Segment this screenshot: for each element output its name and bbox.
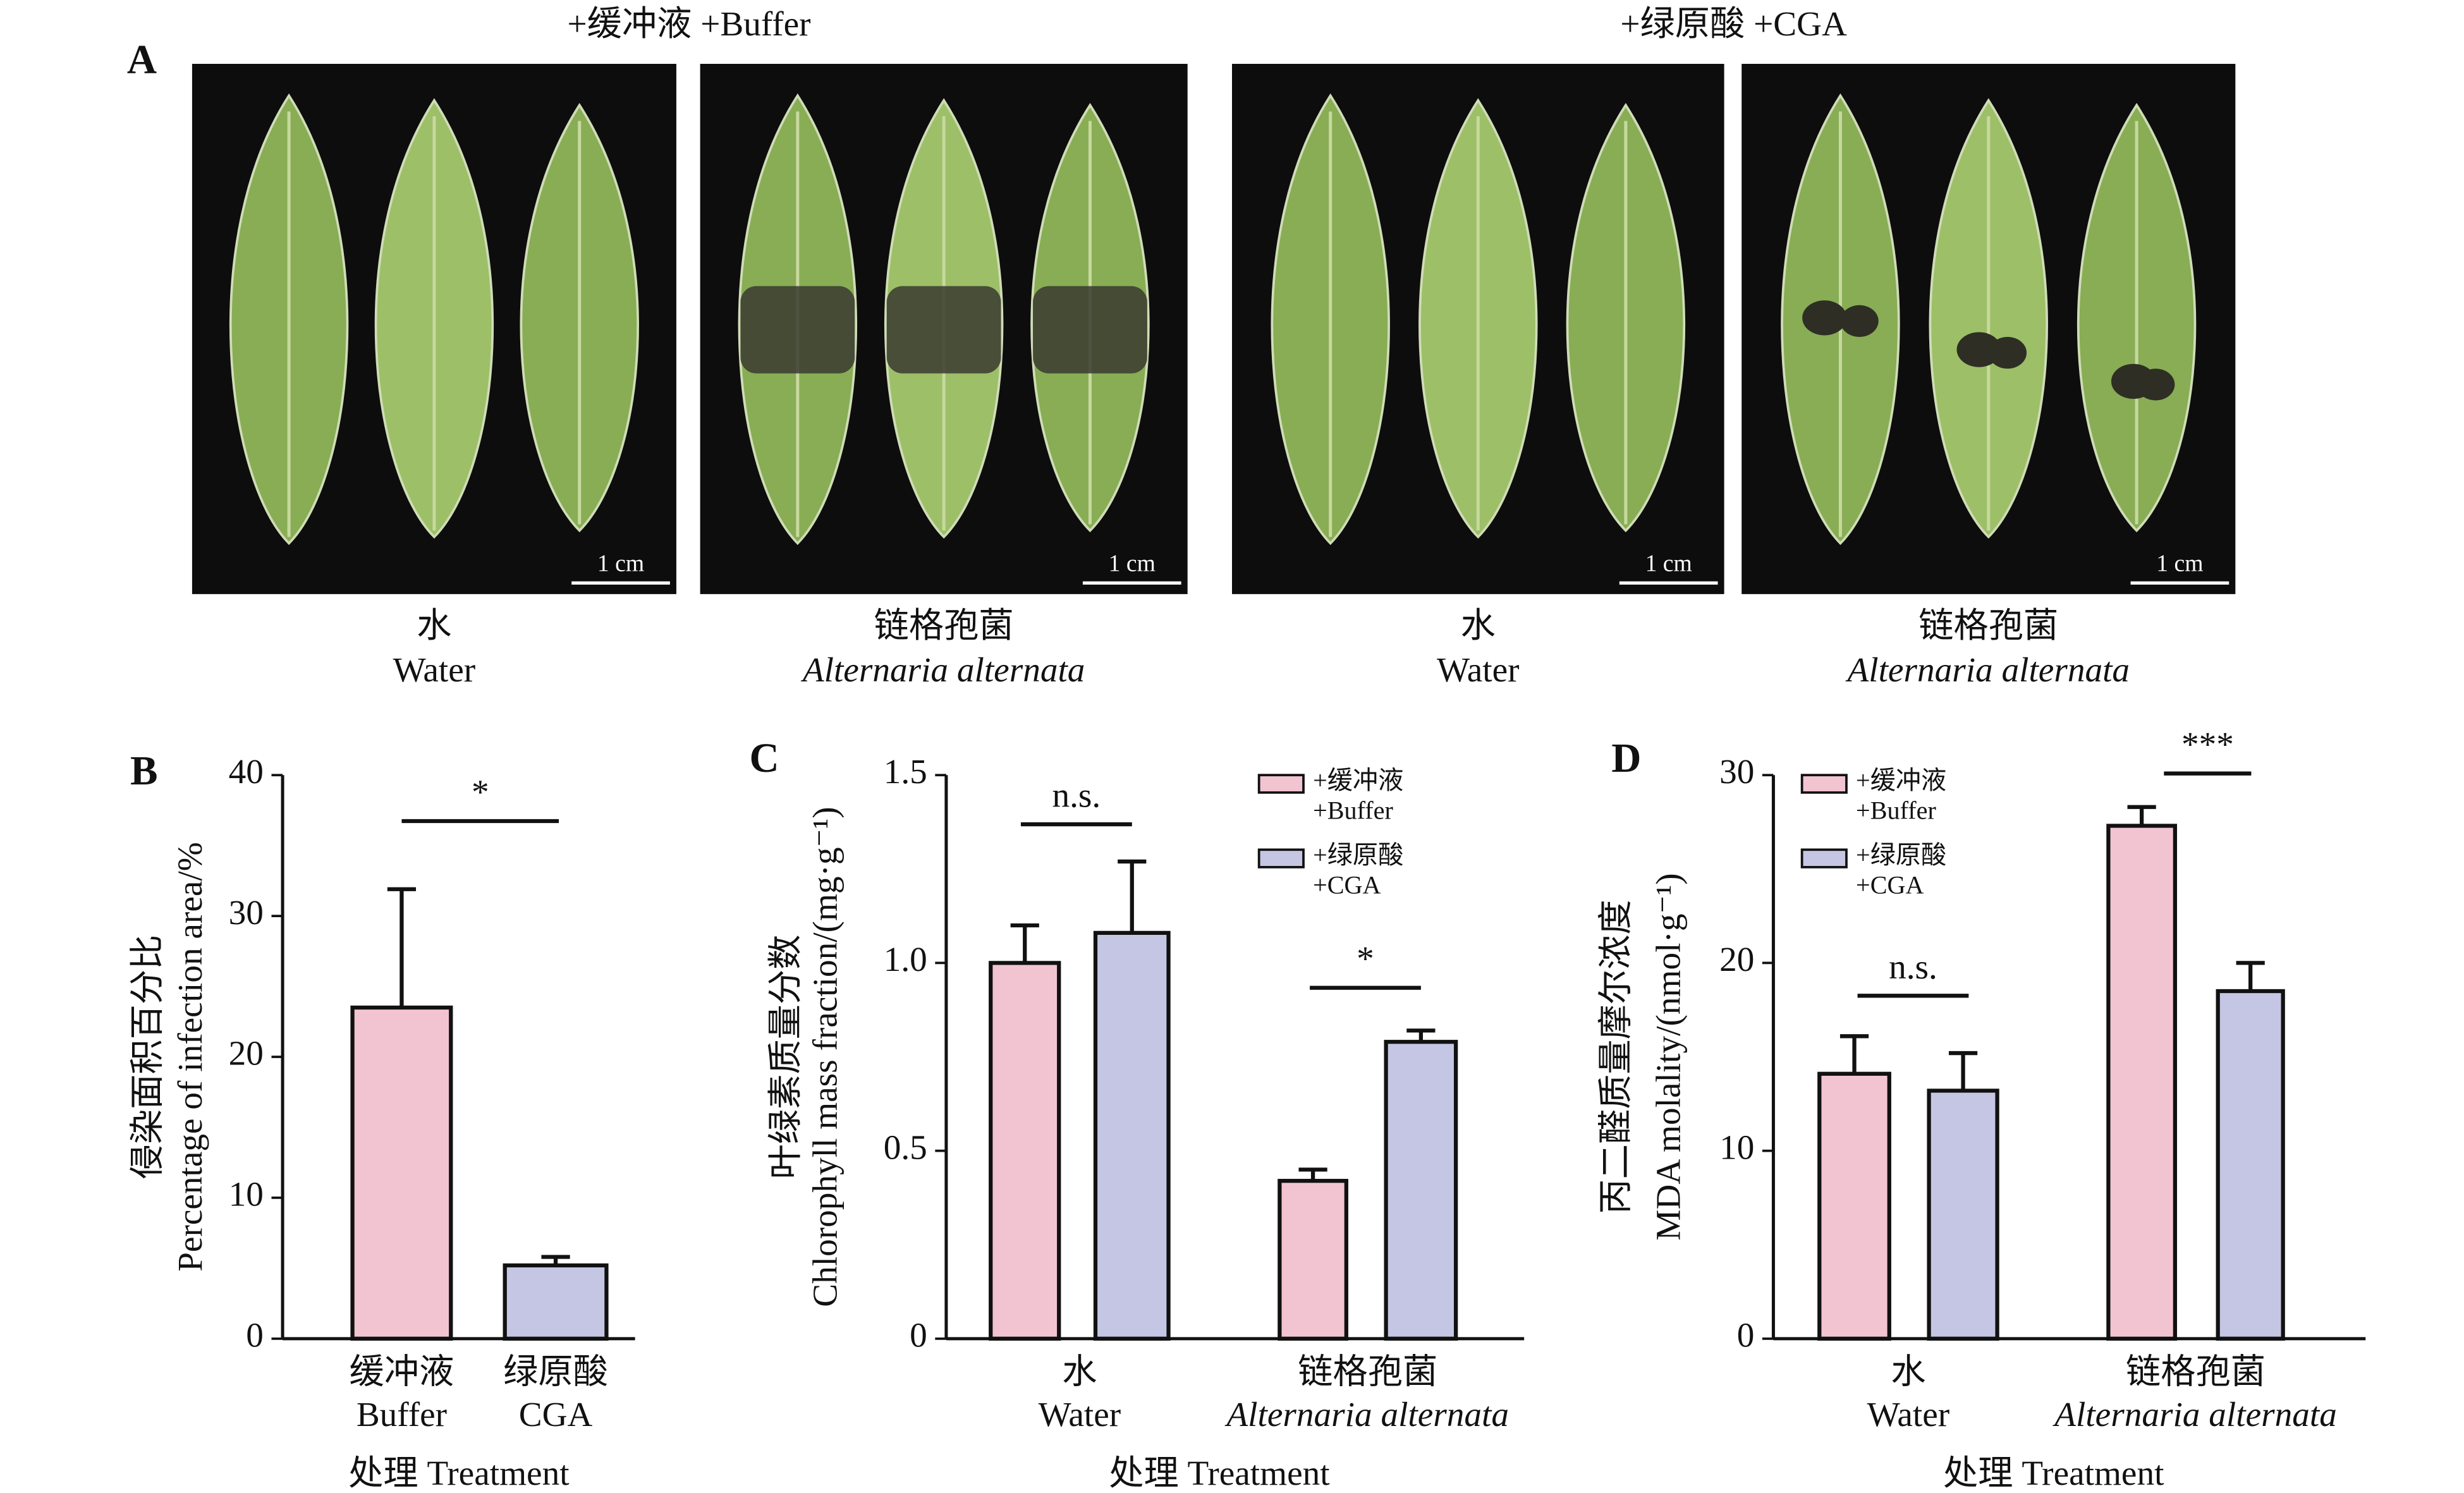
bar	[503, 1263, 609, 1341]
panel-label: A	[127, 37, 157, 83]
y-tick-label: 40	[229, 752, 264, 791]
significance-label: ***	[2181, 725, 2234, 764]
bar	[1278, 1179, 1348, 1341]
lesion	[1840, 305, 1879, 338]
bar	[2216, 989, 2285, 1341]
y-tick-label: 0.5	[884, 1128, 927, 1166]
lesion	[886, 286, 1001, 374]
photo-label-zh: 链格孢菌	[1918, 606, 2058, 645]
x-tick-label-en: Alternaria alternata	[1224, 1395, 1509, 1434]
photo-label-en: Water	[1437, 650, 1520, 689]
bar	[1927, 1088, 1999, 1341]
y-tick-label: 1.5	[884, 752, 927, 791]
y-tick-label: 20	[1719, 940, 1754, 978]
lesion	[1802, 300, 1847, 336]
y-tick-label: 30	[1719, 752, 1754, 791]
significance-label: *	[1357, 939, 1374, 978]
y-tick-label: 10	[1719, 1128, 1754, 1166]
y-axis-label: MDA molality/(nmol·g⁻¹)	[1649, 873, 1687, 1240]
x-tick-label-en: Water	[1039, 1395, 1121, 1434]
bar	[1093, 930, 1171, 1341]
bar	[2106, 824, 2178, 1341]
legend-swatch	[1257, 848, 1305, 868]
y-axis-label: Percentage of infection area/%	[171, 842, 209, 1272]
lesion	[1988, 337, 2027, 369]
y-tick-label: 1.0	[884, 940, 927, 978]
lesion	[740, 286, 855, 374]
photo-label-zh: 水	[417, 606, 451, 645]
bar	[350, 1005, 453, 1341]
y-tick-label: 0	[1737, 1315, 1755, 1354]
x-tick-label-zh: 水	[1062, 1352, 1097, 1391]
photo-label-zh: 水	[1461, 606, 1496, 645]
photo-label-en: Water	[393, 650, 476, 689]
lesion	[2137, 369, 2175, 401]
x-tick-label-en: CGA	[519, 1395, 593, 1434]
x-tick-label-en: Water	[1867, 1395, 1950, 1434]
scale-label: 1 cm	[1645, 550, 1692, 576]
significance-label: n.s.	[1052, 776, 1101, 815]
y-tick-label: 20	[229, 1034, 264, 1073]
x-tick-label-en: Alternaria alternata	[2052, 1395, 2337, 1434]
y-axis-label: 叶绿素质量分数	[766, 935, 805, 1179]
lesion	[1033, 286, 1147, 374]
significance-label: n.s.	[1889, 948, 1937, 986]
bar	[1384, 1040, 1458, 1341]
x-tick-label-zh: 水	[1891, 1352, 1925, 1391]
x-axis-label: 处理 Treatment	[1943, 1454, 2164, 1492]
y-tick-label: 0	[910, 1315, 927, 1354]
group-title: +缓冲液 +Buffer	[567, 4, 810, 43]
legend-label: +缓冲液+Buffer	[1856, 766, 1946, 825]
x-tick-label-zh: 链格孢菌	[1298, 1352, 1437, 1391]
scale-label: 1 cm	[1109, 550, 1156, 576]
scale-label: 1 cm	[597, 550, 644, 576]
x-tick-label-en: Buffer	[357, 1395, 447, 1434]
bar	[989, 961, 1061, 1341]
x-tick-label-zh: 缓冲液	[350, 1352, 454, 1391]
photo-label-en: Alternaria alternata	[800, 650, 1085, 689]
scale-label: 1 cm	[2156, 550, 2203, 576]
legend-label: +绿原酸+CGA	[1313, 841, 1403, 899]
legend-label: +缓冲液+Buffer	[1313, 766, 1403, 825]
panel-label: C	[749, 736, 779, 781]
x-axis-label: 处理 Treatment	[348, 1454, 570, 1492]
y-tick-label: 10	[229, 1175, 264, 1214]
significance-label: *	[472, 773, 489, 812]
photo-label-zh: 链格孢菌	[874, 606, 1014, 645]
y-axis-label: 侵染面积百分比	[128, 935, 166, 1179]
group-title: +绿原酸 +CGA	[1620, 4, 1847, 43]
legend-swatch	[1800, 774, 1848, 794]
legend-swatch	[1800, 848, 1848, 868]
bar	[1817, 1071, 1891, 1341]
legend-label: +绿原酸+CGA	[1856, 841, 1946, 899]
x-tick-label-zh: 链格孢菌	[2126, 1352, 2266, 1391]
photo-label-en: Alternaria alternata	[1845, 650, 2130, 689]
y-axis-label: 丙二醛质量摩尔浓度	[1597, 899, 1635, 1214]
panel-label: B	[130, 748, 158, 794]
y-tick-label: 0	[246, 1315, 264, 1354]
x-axis-label: 处理 Treatment	[1109, 1454, 1330, 1492]
legend-swatch	[1257, 774, 1305, 794]
panel-label: D	[1611, 736, 1641, 781]
y-axis-label: Chlorophyll mass fraction/(mg·g⁻¹)	[806, 807, 845, 1307]
x-tick-label-zh: 绿原酸	[503, 1352, 608, 1391]
y-tick-label: 30	[229, 893, 264, 932]
